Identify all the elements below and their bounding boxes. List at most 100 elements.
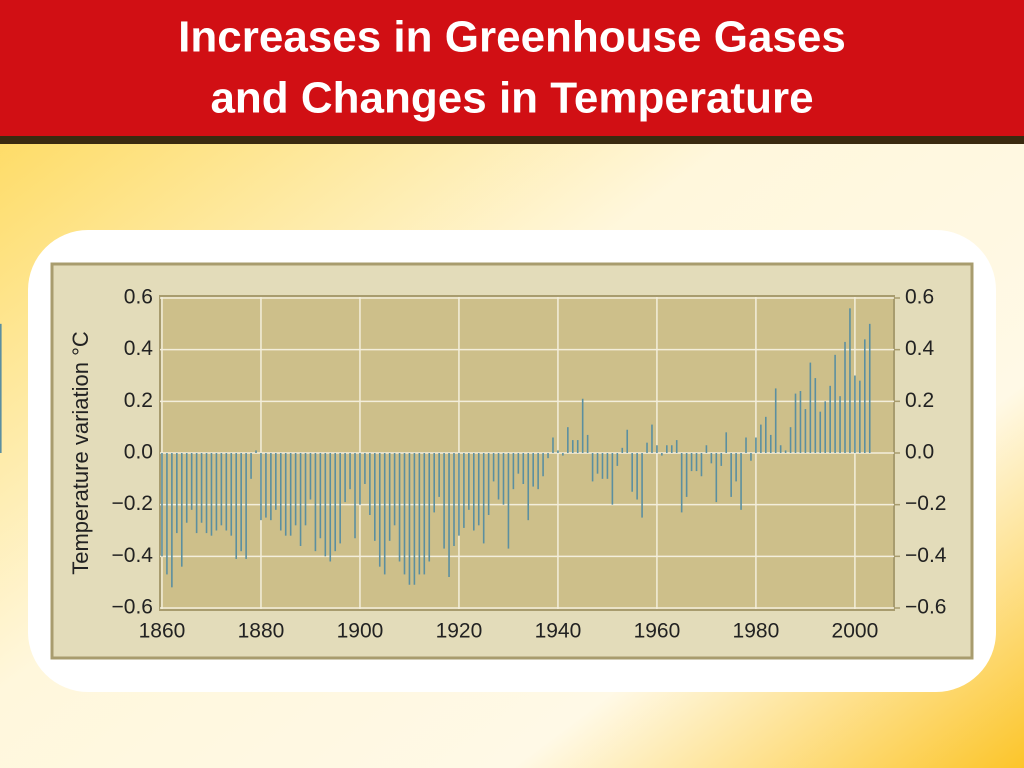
bar xyxy=(844,341,846,453)
bar xyxy=(448,453,450,577)
bar xyxy=(849,308,851,453)
bar xyxy=(626,429,629,453)
y2-tick-label: −0.6 xyxy=(905,596,946,619)
bar xyxy=(255,450,257,453)
bar xyxy=(289,453,292,536)
bar xyxy=(324,453,327,557)
bar xyxy=(596,453,599,474)
bar xyxy=(824,401,827,453)
x-tick-label: 1900 xyxy=(337,620,384,643)
bar xyxy=(809,362,812,453)
bar xyxy=(319,453,322,539)
bar xyxy=(581,398,584,453)
bar xyxy=(250,453,252,479)
bar xyxy=(859,380,861,453)
bar xyxy=(195,453,198,534)
bar xyxy=(814,378,817,453)
y2-tick-label: −0.2 xyxy=(905,492,946,515)
bar xyxy=(725,432,728,453)
bar xyxy=(656,445,658,453)
bar xyxy=(542,453,544,477)
bar xyxy=(378,453,381,567)
bar xyxy=(309,453,312,500)
bar xyxy=(720,453,723,466)
bar xyxy=(527,453,530,521)
bar xyxy=(334,453,337,552)
bar xyxy=(190,453,193,510)
bar xyxy=(171,453,173,588)
bar xyxy=(631,453,633,492)
bar xyxy=(779,445,782,453)
bar xyxy=(680,453,683,513)
bar xyxy=(705,445,708,453)
bar xyxy=(215,453,218,531)
bar xyxy=(492,453,495,482)
bar xyxy=(611,453,614,505)
bar xyxy=(819,411,822,453)
bar xyxy=(240,453,242,552)
y2-tick-label: 0.4 xyxy=(905,337,935,360)
y-tick-label: 0.2 xyxy=(124,389,153,412)
bar xyxy=(750,453,752,461)
bar xyxy=(666,445,668,453)
bar xyxy=(562,453,564,456)
bar xyxy=(557,450,559,453)
bar xyxy=(571,440,574,453)
y-axis-label: Temperature variation °C xyxy=(68,331,93,575)
bar xyxy=(804,409,807,453)
bar xyxy=(517,453,520,474)
bar xyxy=(398,453,401,562)
x-tick-label: 1940 xyxy=(535,620,582,643)
bar xyxy=(369,453,371,515)
bar xyxy=(512,453,515,490)
slide-title: Increases in Greenhouse Gases xyxy=(178,13,846,62)
bar xyxy=(275,453,277,510)
bar xyxy=(685,453,688,497)
bar xyxy=(586,434,589,453)
header-rule xyxy=(0,136,1024,144)
bar xyxy=(636,453,638,500)
x-tick-label: 2000 xyxy=(832,620,879,643)
bar xyxy=(670,445,673,453)
bar xyxy=(735,453,737,482)
bar xyxy=(180,453,183,567)
bar xyxy=(829,385,831,453)
bar xyxy=(507,453,510,549)
y2-tick-label: 0.2 xyxy=(905,389,934,412)
bar xyxy=(299,453,302,546)
bar xyxy=(220,453,223,526)
bar xyxy=(383,453,386,575)
bar xyxy=(601,453,604,479)
bar xyxy=(522,453,525,484)
bar xyxy=(294,453,297,526)
bar xyxy=(205,453,208,534)
y-tick-label: 0.0 xyxy=(124,441,153,464)
bar xyxy=(641,453,643,518)
bar xyxy=(839,396,841,453)
bar xyxy=(502,453,505,505)
bar xyxy=(552,437,554,453)
bar xyxy=(799,391,802,453)
bar xyxy=(349,453,351,490)
bar xyxy=(0,323,2,453)
bar xyxy=(834,354,836,453)
bar xyxy=(403,453,406,575)
y2-tick-label: 0.6 xyxy=(905,286,934,309)
x-tick-label: 1960 xyxy=(634,620,681,643)
bar xyxy=(863,339,866,453)
bar xyxy=(438,453,440,497)
y2-tick-label: −0.4 xyxy=(905,544,947,567)
x-tick-label: 1860 xyxy=(139,620,186,643)
x-tick-label: 1920 xyxy=(436,620,483,643)
bar xyxy=(854,375,856,453)
bar xyxy=(443,453,445,549)
bar xyxy=(740,453,742,510)
y2-tick-label: 0.0 xyxy=(905,441,934,464)
bar xyxy=(651,424,653,453)
bar xyxy=(423,453,426,575)
bar xyxy=(260,453,262,521)
bar xyxy=(690,453,693,472)
bar xyxy=(428,453,431,562)
y-tick-label: 0.6 xyxy=(124,286,153,309)
bar xyxy=(393,453,396,526)
